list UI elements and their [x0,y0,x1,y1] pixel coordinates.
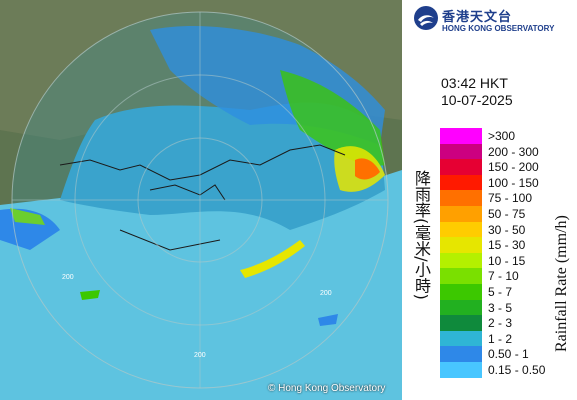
copyright-text: © Hong Kong Observatory [268,383,386,394]
legend-row: >300 [440,128,574,144]
legend-swatch [440,330,482,347]
legend-row: 7 - 10 [440,268,574,284]
range-ring-label-west: 200 [62,274,74,281]
legend-swatch [440,361,482,378]
timestamp-date: 10-07-2025 [441,92,513,108]
legend-swatch [440,190,482,206]
legend-swatch [440,205,482,222]
legend-row: 50 - 75 [440,205,574,222]
rain-band-light [60,102,385,230]
rain-cell-intense [355,158,380,180]
sea-area [0,170,402,400]
rainfall-legend: >300 200 - 300 150 - 200 100 - 150 75 - … [440,128,574,378]
legend-row: 100 - 150 [440,174,574,191]
legend-row: 0.50 - 1 [440,346,574,362]
legend-range-label: 10 - 15 [488,253,526,268]
rain-cell-southwest [80,290,100,300]
legend-swatch [440,252,482,269]
legend-row: 75 - 100 [440,190,574,206]
legend-row: 15 - 30 [440,237,574,253]
legend-swatch [440,283,482,300]
legend-swatch [440,159,482,175]
rain-line-south [240,240,305,278]
hko-logo-icon [414,6,438,30]
legend-swatch [440,128,482,144]
legend-swatch [440,237,482,253]
range-ring-label-south: 200 [194,352,206,359]
coastline-south [119,229,221,251]
legend-row: 2 - 3 [440,315,574,331]
legend-range-label: 3 - 5 [488,300,513,315]
legend-range-label: 0.15 - 0.50 [488,362,546,377]
legend-range-label: 15 - 30 [488,238,526,253]
legend-swatch [440,315,482,331]
legend-swatch [440,268,482,284]
legend-row: 30 - 50 [440,221,574,238]
legend-swatch [440,174,482,191]
legend-range-label: 100 - 150 [488,175,539,190]
legend-row: 1 - 2 [440,330,574,347]
legend-row: 5 - 7 [440,283,574,300]
timestamp-time: 03:42 HKT [441,75,508,91]
legend-range-label: 200 - 300 [488,144,539,159]
legend-swatch [440,143,482,160]
logo-english-name: HONG KONG OBSERVATORY [442,24,555,33]
legend-range-label: 2 - 3 [488,316,513,331]
legend-swatch [440,346,482,362]
legend-swatch [440,221,482,238]
rain-cell-west [10,208,45,225]
legend-range-label: 75 - 100 [488,191,533,206]
legend-range-label: 0.50 - 1 [488,347,529,362]
legend-row: 3 - 5 [440,299,574,316]
legend-row: 150 - 200 [440,159,574,175]
rain-cell-moderate [280,70,385,166]
radar-map-graphic: 200 200 200 [0,0,402,400]
rain-cell-southeast [318,314,338,326]
legend-range-label: 150 - 200 [488,160,539,175]
legend-panel: 香港天文台 HONG KONG OBSERVATORY 03:42 HKT 10… [402,0,577,400]
legend-range-label: 50 - 75 [488,206,526,221]
legend-range-label: 1 - 2 [488,331,513,346]
legend-range-label: 5 - 7 [488,284,513,299]
legend-title-english: Rainfall Rate (mm/h) [553,215,570,352]
legend-row: 10 - 15 [440,252,574,269]
legend-range-label: 30 - 50 [488,222,526,237]
legend-swatch [440,299,482,316]
legend-row: 0.15 - 0.50 [440,361,574,378]
range-ring-label-southeast: 200 [320,290,332,297]
legend-row: 200 - 300 [440,143,574,160]
legend-range-label: 7 - 10 [488,269,519,284]
radar-map[interactable]: 200 200 200 © Hong Kong Observatory [0,0,402,400]
legend-range-label: >300 [488,129,516,143]
legend-title-chinese: 降雨率(毫米/小時) [412,170,431,300]
logo-chinese-name: 香港天文台 [442,10,513,25]
